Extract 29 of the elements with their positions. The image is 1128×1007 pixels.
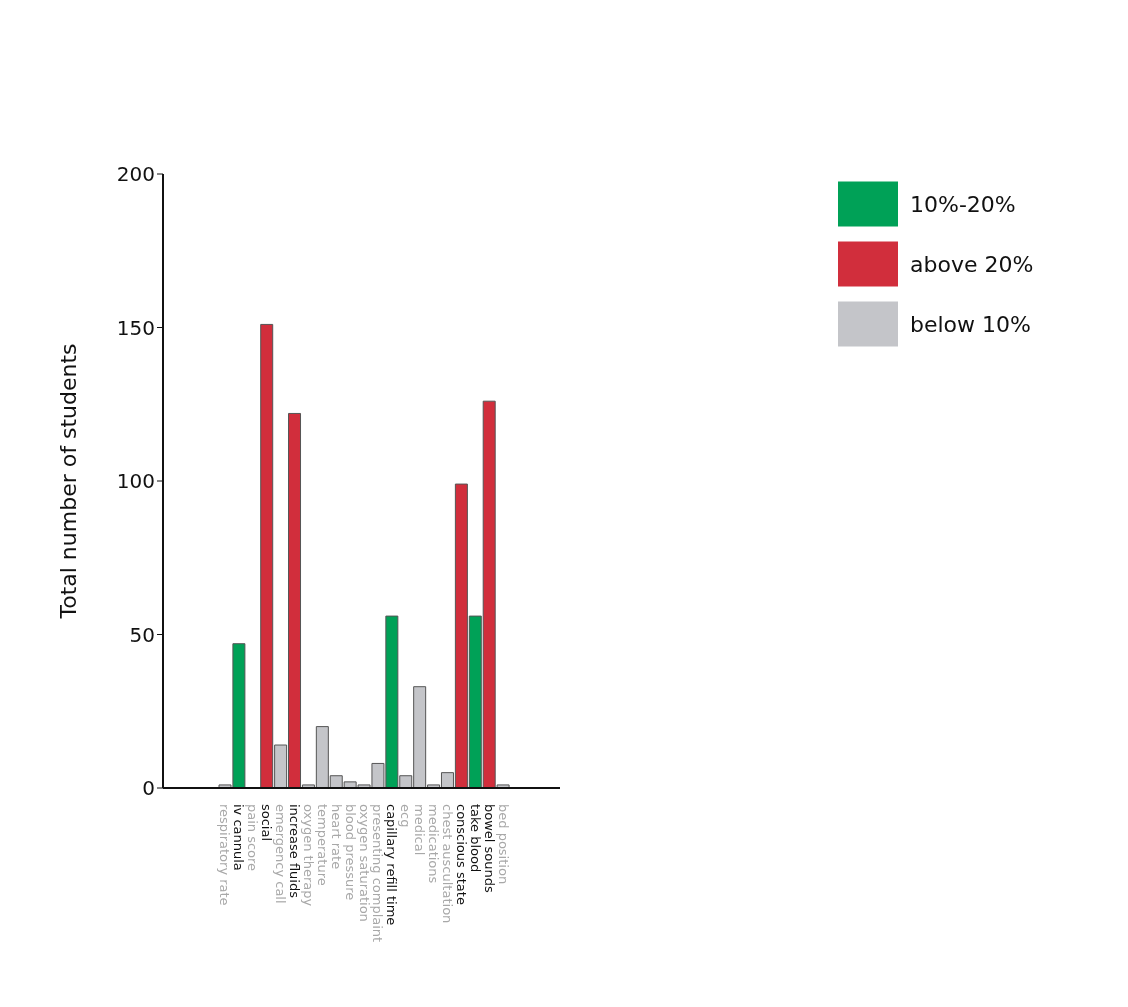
y-tick-label: 200 <box>116 162 155 187</box>
y-tick-label: 150 <box>116 315 155 340</box>
x-tick-label: respiratory rate <box>217 804 233 906</box>
x-tick-label: ecg <box>398 804 414 828</box>
y-tick-label: 100 <box>116 469 155 494</box>
x-tick-label: increase fluids <box>286 804 302 899</box>
y-axis-title: Total number of students <box>55 343 81 620</box>
x-tick-label: medications <box>426 804 442 884</box>
x-tick-label: emergency call <box>273 804 289 904</box>
legend-label: above 20% <box>910 251 1034 277</box>
x-tick-label: temperature <box>314 804 330 886</box>
x-tick-label: chest auscultation <box>439 804 455 924</box>
x-tick-label: heart rate <box>328 804 344 870</box>
x-tick-label: take blood <box>467 804 483 873</box>
y-tick-label: 0 <box>142 776 155 801</box>
x-tick-label: social <box>259 804 275 842</box>
x-tick-label: iv cannula <box>231 804 247 871</box>
x-tick-label: pain score <box>245 804 261 872</box>
y-tick-label: 50 <box>129 622 155 647</box>
x-tick-label: conscious state <box>453 804 469 905</box>
x-tick-label: blood pressure <box>342 804 358 901</box>
legend-label: 10%-20% <box>910 191 1016 217</box>
x-tick-label: medical <box>412 804 428 856</box>
x-tick-label: capillary refill time <box>384 804 400 926</box>
x-tick-label: bed position <box>495 804 511 885</box>
legend-label: below 10% <box>910 311 1031 337</box>
x-tick-label: bowel sounds <box>481 804 497 894</box>
x-tick-label: oxygen therapy <box>300 804 316 907</box>
x-tick-label: presenting complaint <box>370 804 386 943</box>
